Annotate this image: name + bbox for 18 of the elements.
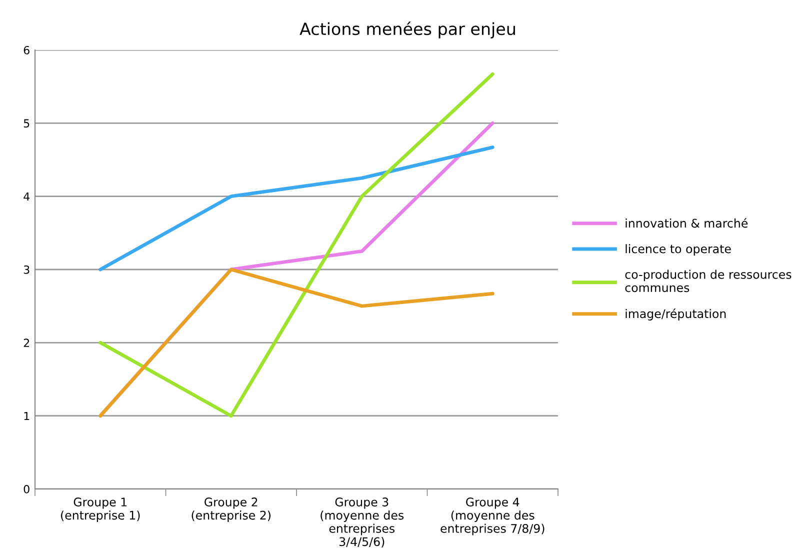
y-tick-label: 6	[24, 46, 30, 54]
y-tick-label: 1	[24, 412, 30, 420]
y-tick-label: 3	[24, 265, 30, 274]
chart-title: Actions menées par enjeu	[300, 22, 515, 38]
x-tick-label: Groupe 3 (moyenne des entreprises 3/4/5/6)	[320, 498, 404, 548]
y-tick-label: 2	[24, 338, 30, 347]
x-tick-label: Groupe 1 (entreprise 1)	[61, 498, 140, 522]
x-tick-label: Groupe 4 (moyenne des entreprises 7/8/9)	[440, 498, 544, 536]
y-tick-label: 4	[24, 192, 30, 201]
legend-label: innovation & marché	[626, 218, 748, 228]
x-tick-label: Groupe 2 (entreprise 2)	[192, 498, 270, 522]
y-tick-label: 0	[24, 484, 30, 494]
legend-label: co-production de ressources communes	[625, 270, 792, 292]
y-tick-label: 5	[24, 119, 30, 128]
legend-label: image/réputation	[626, 308, 726, 320]
line-series	[98, 268, 494, 418]
legend-label: licence to operate	[626, 244, 731, 256]
line-series	[98, 146, 494, 272]
